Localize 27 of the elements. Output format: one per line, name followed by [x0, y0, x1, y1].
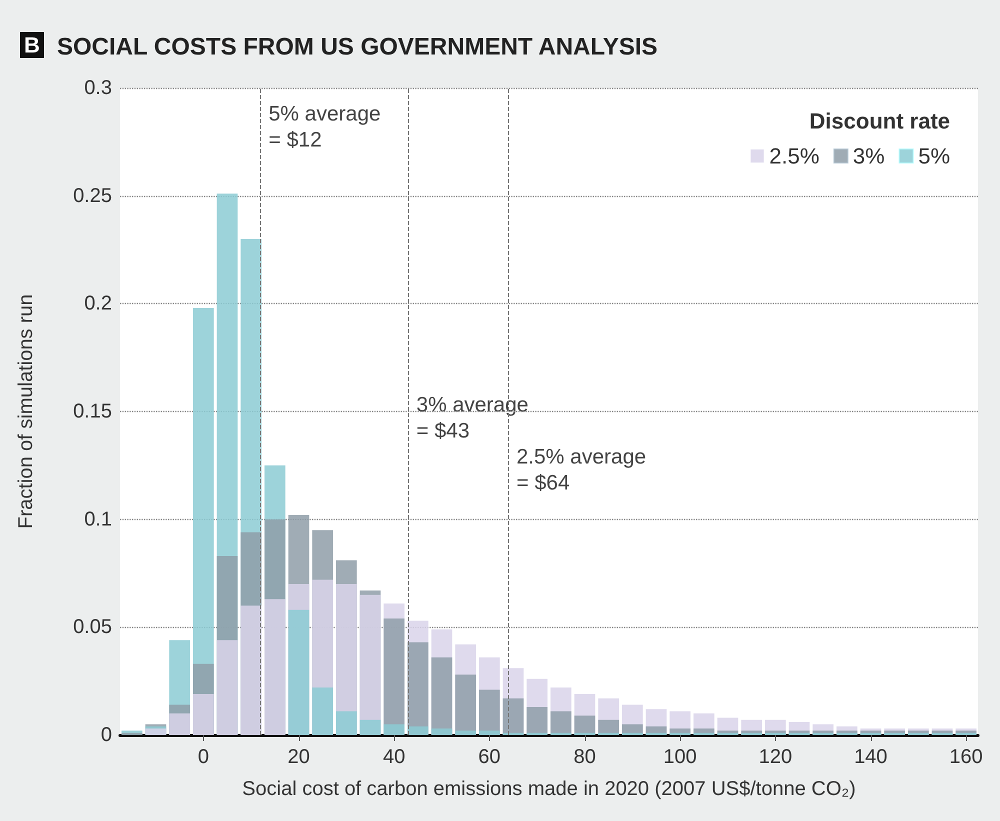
y-tick-label: 0.25 — [73, 184, 112, 207]
y-axis-title: Fraction of simulations run — [15, 294, 37, 529]
y-tick-label: 0.05 — [73, 616, 112, 638]
legend-title: Discount rate — [809, 108, 950, 134]
ref-line-label: 2.5% average = $64 — [516, 445, 646, 494]
x-tick-label: 20 — [288, 746, 310, 768]
text: B — [24, 32, 40, 58]
x-tick-label: 120 — [758, 746, 792, 768]
x-tick-label: 0 — [198, 746, 209, 768]
legend-label: 2.5% — [769, 144, 820, 168]
x-tick-label: 160 — [949, 746, 983, 768]
y-tick-label: 0.3 — [84, 77, 112, 99]
legend-label: 5% — [918, 144, 950, 168]
y-tick-label: 0 — [100, 724, 112, 746]
legend-label: 3% — [852, 144, 885, 168]
x-tick-label: 140 — [854, 746, 888, 768]
y-tick-label: 0.15 — [73, 400, 112, 422]
chart-title: SOCIAL COSTS FROM US GOVERNMENT ANALYSIS — [57, 34, 658, 60]
y-tick-label: 0.1 — [84, 508, 112, 530]
ref-line-label: 3% average = $43 — [416, 394, 528, 443]
x-tick-label: 80 — [574, 746, 596, 768]
x-tick-label: 100 — [663, 746, 697, 768]
x-tick-label: 40 — [382, 746, 406, 768]
x-axis-title: Social cost of carbon emissions made in 2020 (2007 US$/tonne CO₂) — [242, 778, 856, 800]
x-tick-label: 60 — [478, 746, 501, 768]
ref-line-label: 5% average = $12 — [268, 102, 381, 152]
y-tick-label: 0.2 — [84, 292, 112, 315]
